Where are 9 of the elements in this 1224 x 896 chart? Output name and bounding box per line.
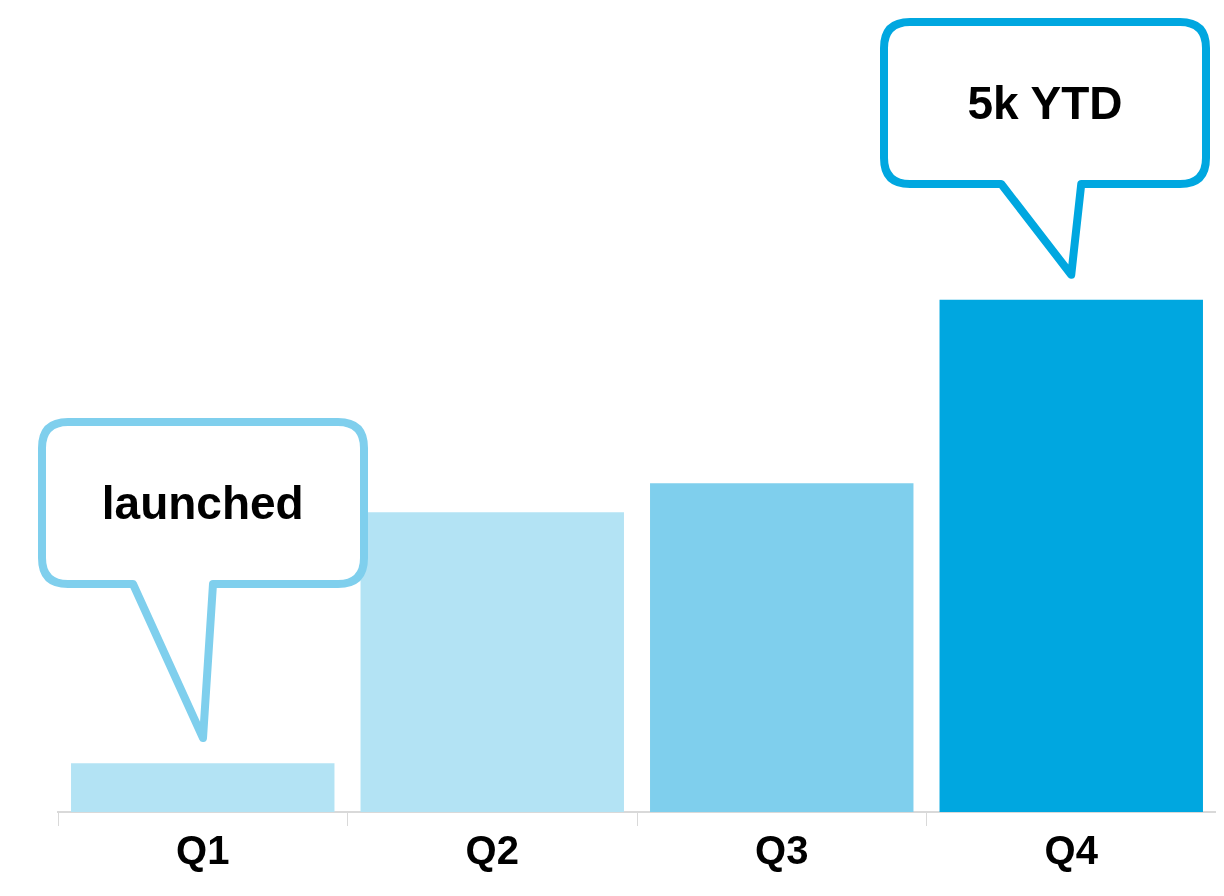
bar	[939, 299, 1203, 812]
x-tick-label: Q2	[465, 828, 519, 873]
x-tick-label: Q4	[1044, 828, 1099, 873]
bar	[650, 483, 914, 812]
x-tick-label: Q3	[755, 828, 809, 873]
bar	[71, 763, 335, 812]
x-tick-label: Q1	[176, 828, 230, 873]
text: 5k YTD	[966, 76, 1124, 131]
annotation: launched	[100, 476, 305, 532]
